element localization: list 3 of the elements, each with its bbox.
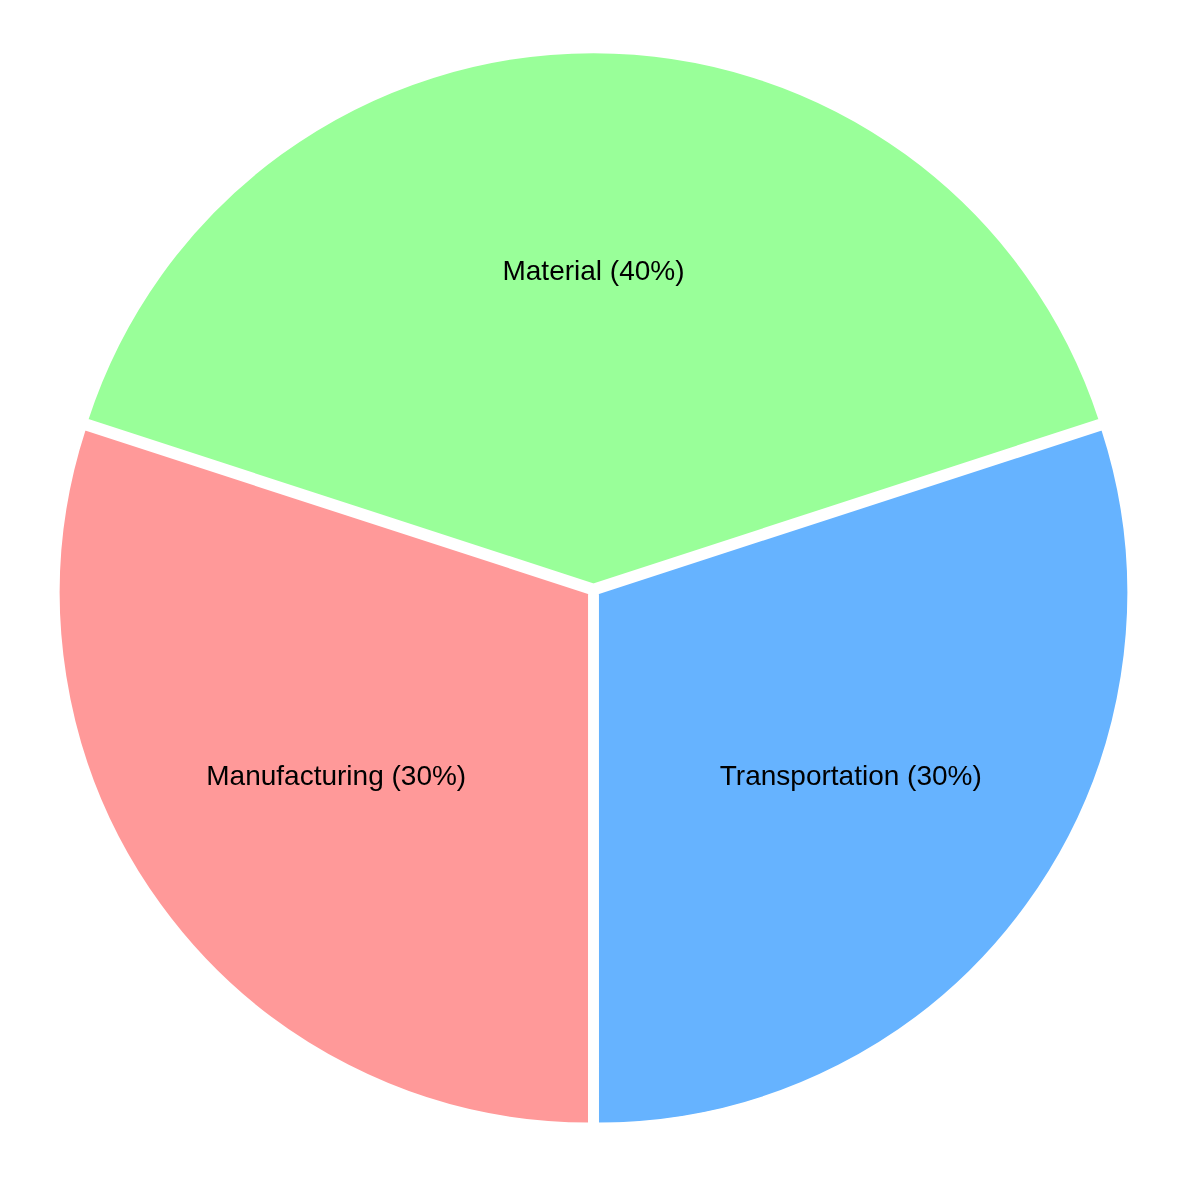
- slice-label: Transportation (30%): [719, 759, 982, 791]
- slice-label: Manufacturing (30%): [206, 759, 467, 791]
- slice-label: Material (40%): [502, 254, 685, 286]
